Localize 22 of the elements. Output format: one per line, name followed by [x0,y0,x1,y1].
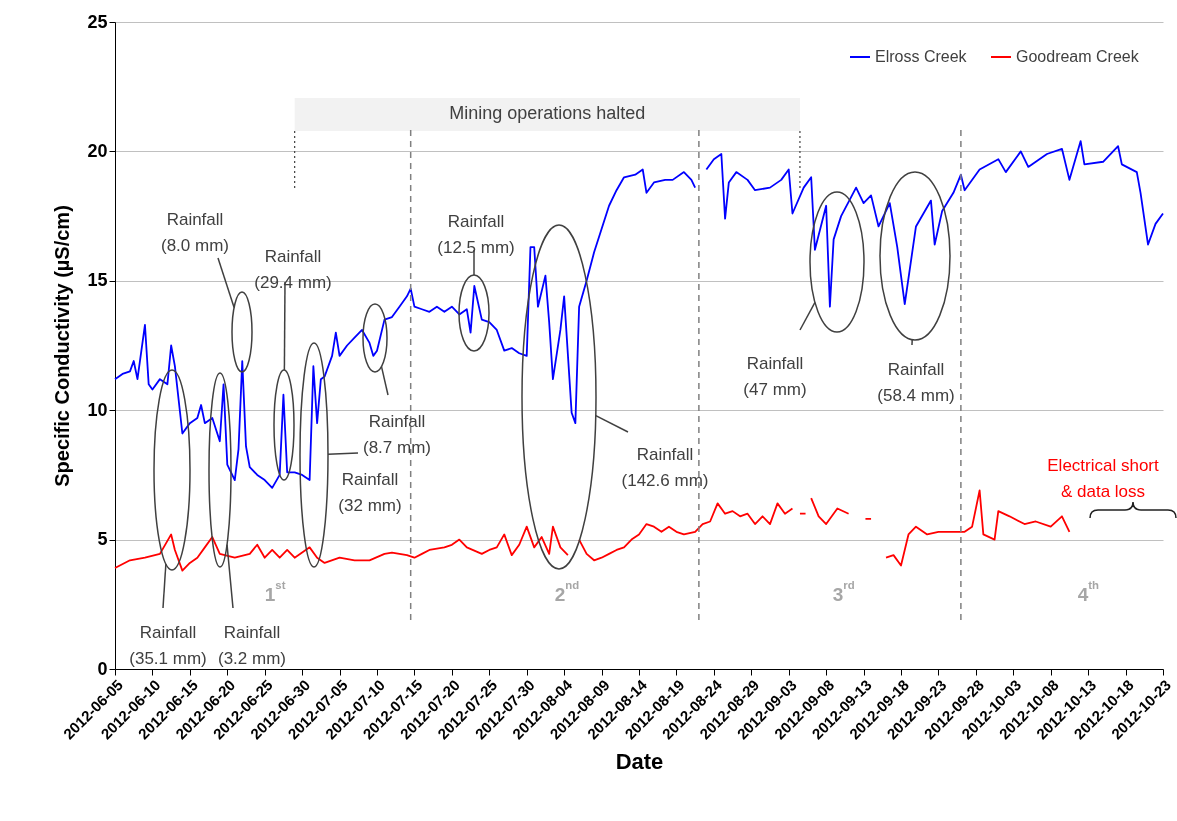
annotation: Rainfall (3.2 mm) [218,623,286,668]
y-tick-label: 0 [97,658,108,679]
annotation: Rainfall (8.0 mm) [161,210,229,255]
annotation: Rainfall (142.6 mm) [621,445,709,490]
annotation: Rainfall (12.5 mm) [437,212,515,257]
annotation: Rainfall (47 mm) [743,354,807,399]
y-tick-label: 15 [87,270,108,291]
y-tick-label: 20 [87,140,108,161]
annotation: Rainfall (8.7 mm) [363,412,431,457]
legend-label: Goodream Creek [1016,48,1140,65]
annotation: Rainfall (35.1 mm) [129,623,207,668]
legend-label: Elross Creek [875,48,968,65]
annotation: Rainfall (32 mm) [338,470,402,515]
annotation: Rainfall (58.4 mm) [877,360,955,405]
annotation: Electrical short & data loss [1047,456,1160,501]
x-axis-title: Date [615,749,664,775]
y-axis-title: Specific Conductivity (µS/cm) [51,205,74,487]
y-tick-label: 5 [97,529,108,550]
y-tick-label: 25 [87,11,108,32]
y-tick-label: 10 [87,399,108,420]
annotation: Rainfall (29.4 mm) [254,247,332,292]
band-label: Mining operations halted [449,103,646,123]
